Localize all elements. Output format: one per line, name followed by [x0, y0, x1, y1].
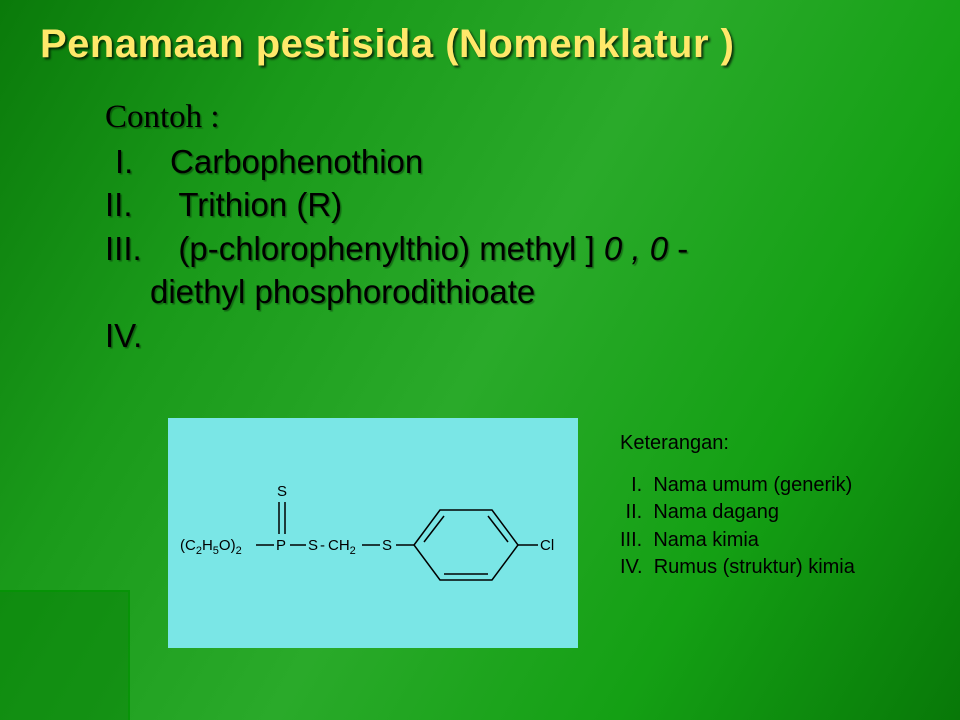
chem-label-cl: Cl — [540, 537, 554, 554]
chem-label-s-top: S — [277, 483, 287, 500]
item-num-3: III. — [105, 230, 142, 267]
chem-label-s1: S — [308, 537, 318, 554]
chem-label-ch2: CH2 — [328, 537, 356, 557]
item-text-2: Trithion (R) — [178, 186, 342, 223]
item-text-3a: (p-chlorophenylthio) methyl ] — [178, 230, 604, 267]
body-lead-label: Contoh : — [65, 96, 905, 140]
item-text-3-italic: 0 , 0 — [604, 230, 668, 267]
legend-row-2: II. Nama dagang — [620, 499, 940, 527]
legend-row-1: I. Nama umum (generik) — [620, 472, 940, 500]
chemical-structure-svg: (C2H5O)2 P S S - CH2 S — [178, 450, 568, 620]
body-item-1: I. Carbophenothion — [65, 140, 905, 184]
legend-row-3: III. Nama kimia — [620, 527, 940, 555]
body-item-4: IV. — [65, 314, 905, 358]
legend-header: Keterangan: — [620, 430, 940, 458]
body-item-3-line1: III. (p-chlorophenylthio) methyl ] 0 , 0… — [65, 227, 905, 271]
item-text-1: Carbophenothion — [170, 143, 423, 180]
item-text-3-line2: diethyl phosphorodithioate — [150, 273, 535, 310]
chemical-structure-panel: (C2H5O)2 P S S - CH2 S — [168, 418, 578, 648]
item-text-3b-tail: - — [668, 230, 688, 267]
body-item-2: II. Trithion (R) — [65, 183, 905, 227]
slide-title: Penamaan pestisida (Nomenklatur ) — [40, 22, 920, 67]
slide-body: Contoh : I. Carbophenothion II. Trithion… — [65, 96, 905, 357]
legend-row-4: IV. Rumus (struktur) kimia — [620, 554, 940, 582]
item-num-4: IV. — [105, 317, 142, 354]
chem-label-leftgroup: (C2H5O)2 — [180, 537, 242, 557]
item-num-2: II. — [105, 186, 133, 223]
chem-label-s2: S — [382, 537, 392, 554]
item-num-1: I. — [115, 143, 133, 180]
slide: Penamaan pestisida (Nomenklatur ) Contoh… — [0, 0, 960, 720]
body-item-3-line2: diethyl phosphorodithioate — [65, 270, 905, 314]
decorative-corner-box — [0, 590, 130, 720]
chem-label-p: P — [276, 537, 286, 554]
chem-dash-1: - — [320, 537, 325, 554]
legend-box: Keterangan: I. Nama umum (generik) II. N… — [620, 430, 940, 582]
